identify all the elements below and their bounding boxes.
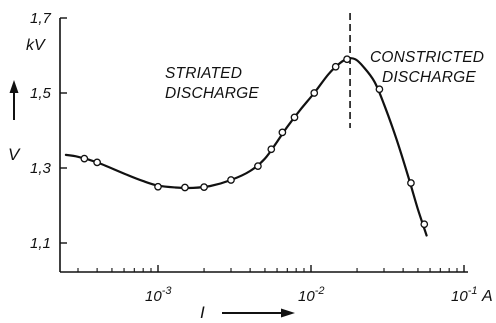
measured-point: [154, 182, 162, 191]
x-tick-label: 10-1: [451, 285, 477, 305]
measured-point: [200, 183, 208, 191]
annotation-striated-line: STRIATED: [165, 65, 242, 82]
measured-point: [420, 220, 429, 229]
x-tick-base: 10: [451, 288, 468, 305]
x-unit: A: [481, 288, 493, 305]
measured-point: [93, 158, 101, 167]
measured-point: [227, 176, 235, 184]
x-tick-exponent: -3: [162, 285, 173, 297]
x-ticks: [77, 265, 465, 272]
measured-point: [343, 55, 351, 64]
y-tick-label: 1,7: [30, 10, 52, 27]
x-tick-label: 10-2: [298, 285, 324, 305]
annotation-striated-line: DISCHARGE: [165, 85, 259, 102]
measured-point: [267, 145, 276, 154]
x-tick-base: 10: [298, 288, 315, 305]
measured-point: [254, 162, 262, 170]
curve-layer: [64, 13, 428, 237]
x-tick-base: 10: [145, 288, 162, 305]
measured-point: [290, 113, 299, 122]
measured-point: [80, 154, 89, 163]
y-arrow-head: [9, 80, 19, 93]
annotation-constricted-line: DISCHARGE: [382, 69, 476, 86]
y-tick-label: 1,3: [30, 160, 52, 177]
y-tick-label: 1,5: [30, 85, 52, 102]
measured-point: [375, 85, 384, 94]
annotation-constricted-line: CONSTRICTED: [370, 49, 484, 66]
x-arrow-head: [281, 308, 295, 318]
x-tick-label: 10-3: [145, 285, 172, 305]
measured-point: [278, 128, 287, 137]
measured-point: [331, 62, 340, 71]
x-axis-label: I: [200, 303, 205, 322]
x-tick-exponent: -2: [315, 285, 325, 297]
y-ticks: [60, 17, 67, 244]
chart-labels: 1,11,31,51,710-3 10-2 10-1 AkVVISTRIATEDDIS…: [8, 10, 493, 322]
y-unit: kV: [26, 37, 46, 54]
x-tick-exponent: -1: [468, 285, 478, 297]
voltage-curve: [64, 57, 428, 237]
measured-point: [181, 183, 189, 192]
y-axis-label: V: [8, 145, 21, 164]
measured-point: [310, 89, 319, 97]
y-tick-label: 1,1: [30, 235, 51, 252]
measured-point: [407, 179, 415, 187]
points-layer: [80, 55, 429, 229]
